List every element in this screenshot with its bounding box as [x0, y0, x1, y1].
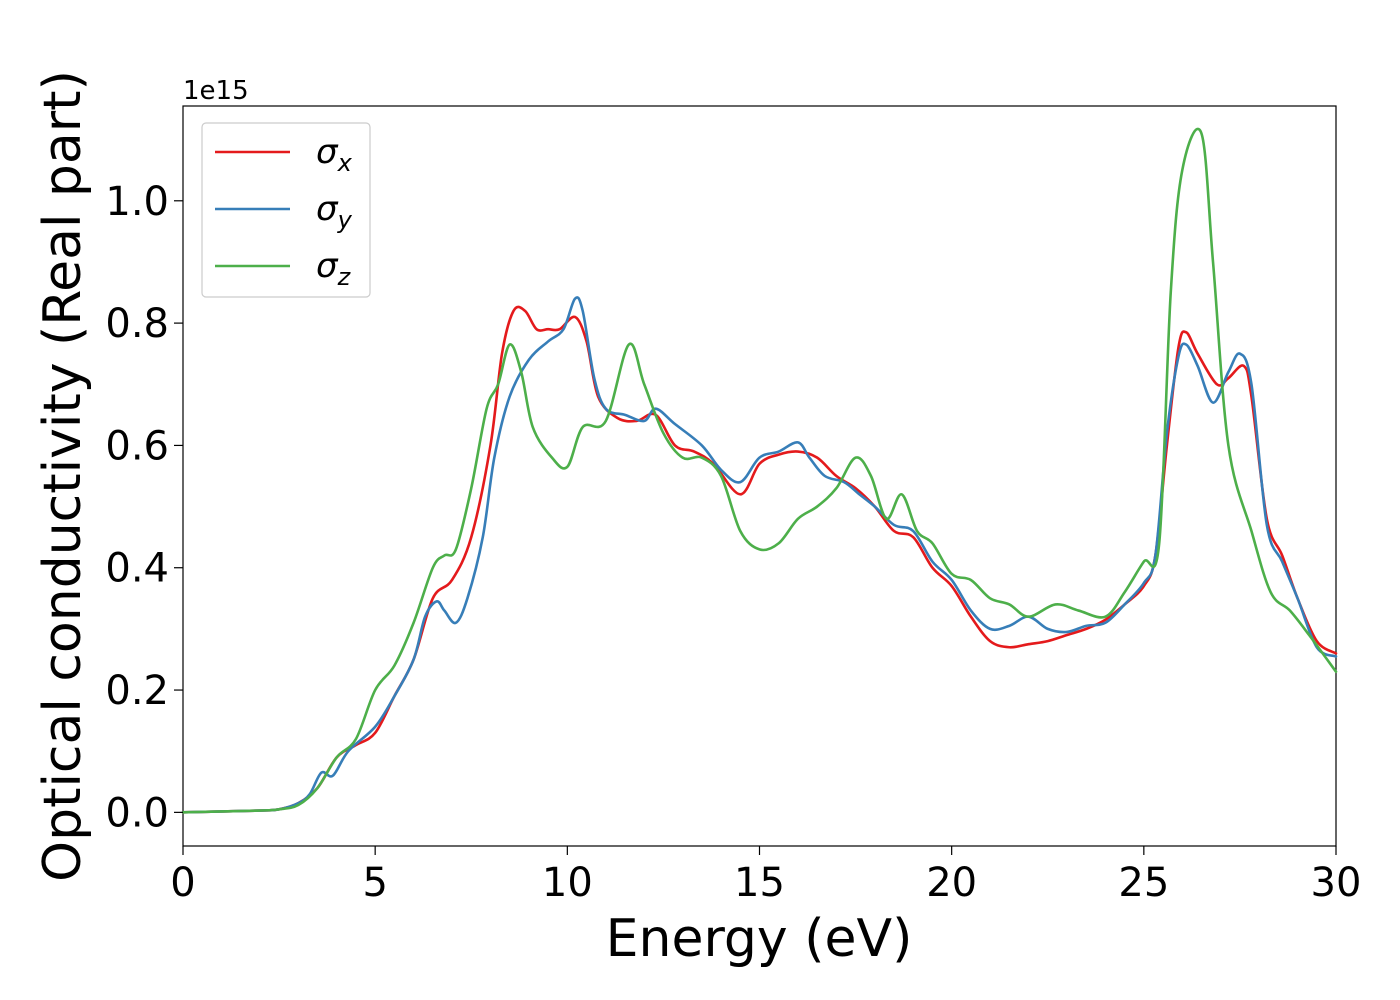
x-axis-ticks: 0 5 10 15 20 25 30 [170, 846, 1361, 906]
x-axis-title: Energy (eV) [606, 909, 913, 969]
x-tick-label: 25 [1118, 860, 1169, 906]
plot-area-frame [182, 105, 1337, 847]
legend-label-sigma-y: σy [316, 189, 353, 234]
legend-label-base: σ [316, 246, 339, 286]
legend-label-subscript: y [337, 206, 353, 234]
series-line-sigma-z [181, 127, 1338, 814]
legend-label-subscript: x [337, 149, 353, 177]
x-tick-label: 30 [1311, 860, 1362, 906]
y-tick-label: 0.2 [105, 668, 169, 714]
y-axis-title: Optical conductivity (Real part) [33, 70, 93, 882]
y-tick-label: 0.8 [105, 301, 169, 347]
legend-label-subscript: z [337, 263, 352, 291]
x-tick-label: 20 [926, 860, 977, 906]
y-tick-label: 1.0 [105, 179, 169, 225]
x-tick-label: 5 [362, 860, 387, 906]
x-tick-label: 10 [542, 860, 593, 906]
x-tick-label: 15 [734, 860, 785, 906]
series-layer [181, 127, 1338, 814]
y-tick-label: 0.6 [105, 423, 169, 469]
y-offset-label: 1e15 [183, 76, 249, 106]
legend-label-sigma-z: σz [316, 246, 352, 291]
legend-label-base: σ [316, 189, 339, 229]
y-tick-label: 0.0 [105, 790, 169, 836]
series-line-sigma-x [181, 305, 1338, 814]
legend-label-sigma-x: σx [316, 132, 353, 177]
y-axis-ticks: 0.0 0.2 0.4 0.6 0.8 1.0 [105, 179, 183, 836]
y-tick-label: 0.4 [105, 546, 169, 592]
legend-label-base: σ [316, 132, 339, 172]
series-line-sigma-y [181, 296, 1338, 814]
x-tick-label: 0 [170, 860, 195, 906]
